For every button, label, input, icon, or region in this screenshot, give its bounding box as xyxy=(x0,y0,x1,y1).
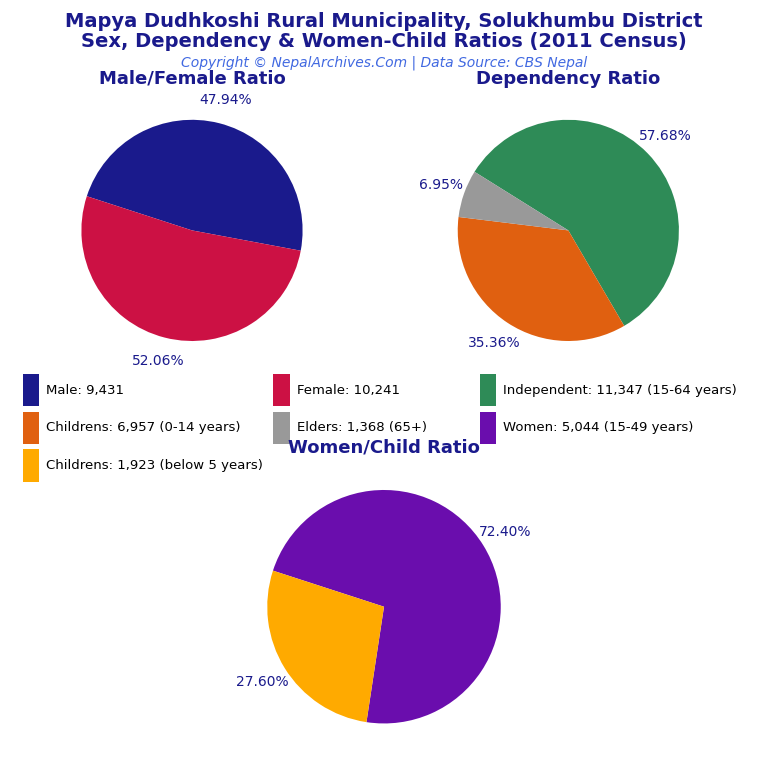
Bar xyxy=(480,412,496,444)
Wedge shape xyxy=(458,172,568,230)
Bar xyxy=(273,374,290,406)
Text: 27.60%: 27.60% xyxy=(237,674,289,689)
Text: Elders: 1,368 (65+): Elders: 1,368 (65+) xyxy=(297,422,427,434)
Bar xyxy=(23,374,39,406)
Text: 47.94%: 47.94% xyxy=(199,93,252,107)
Wedge shape xyxy=(81,197,301,341)
Title: Dependency Ratio: Dependency Ratio xyxy=(476,70,660,88)
Bar xyxy=(273,412,290,444)
Bar xyxy=(480,374,496,406)
Text: Copyright © NepalArchives.Com | Data Source: CBS Nepal: Copyright © NepalArchives.Com | Data Sou… xyxy=(181,55,587,70)
Wedge shape xyxy=(267,571,384,722)
Text: 35.36%: 35.36% xyxy=(468,336,521,350)
Wedge shape xyxy=(458,217,624,341)
Wedge shape xyxy=(87,120,303,250)
Text: Childrens: 1,923 (below 5 years): Childrens: 1,923 (below 5 years) xyxy=(46,459,263,472)
Text: 72.40%: 72.40% xyxy=(479,525,531,539)
Text: Women: 5,044 (15-49 years): Women: 5,044 (15-49 years) xyxy=(504,422,694,434)
Bar xyxy=(23,412,39,444)
Text: 57.68%: 57.68% xyxy=(639,129,691,144)
Bar xyxy=(23,449,39,482)
Text: 6.95%: 6.95% xyxy=(419,178,463,193)
Text: Sex, Dependency & Women-Child Ratios (2011 Census): Sex, Dependency & Women-Child Ratios (20… xyxy=(81,32,687,51)
Wedge shape xyxy=(273,490,501,723)
Text: Independent: 11,347 (15-64 years): Independent: 11,347 (15-64 years) xyxy=(504,384,737,396)
Title: Male/Female Ratio: Male/Female Ratio xyxy=(98,70,286,88)
Text: Male: 9,431: Male: 9,431 xyxy=(46,384,124,396)
Title: Women/Child Ratio: Women/Child Ratio xyxy=(288,439,480,456)
Text: 52.06%: 52.06% xyxy=(132,354,185,368)
Text: Mapya Dudhkoshi Rural Municipality, Solukhumbu District: Mapya Dudhkoshi Rural Municipality, Solu… xyxy=(65,12,703,31)
Text: Childrens: 6,957 (0-14 years): Childrens: 6,957 (0-14 years) xyxy=(46,422,241,434)
Wedge shape xyxy=(475,120,679,326)
Text: Female: 10,241: Female: 10,241 xyxy=(297,384,400,396)
